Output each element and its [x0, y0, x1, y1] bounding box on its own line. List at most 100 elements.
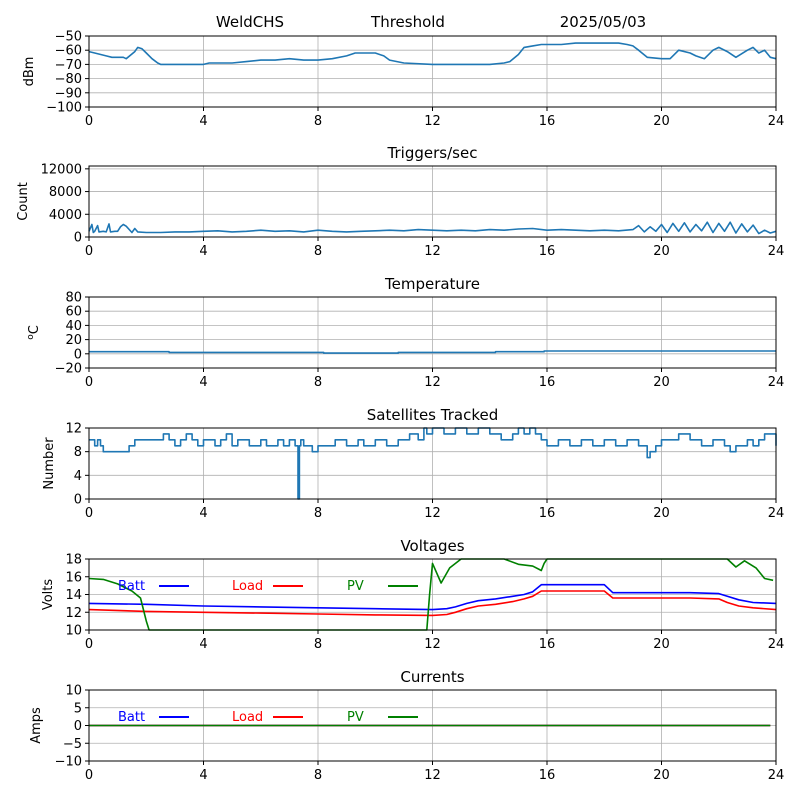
y-tick-label: −90 — [55, 86, 82, 101]
x-tick-label: 8 — [314, 506, 322, 521]
series-line — [89, 350, 776, 354]
y-tick-label: 5 — [74, 701, 82, 716]
panel-title: Satellites Tracked — [367, 406, 498, 424]
y-axis-label: Count — [16, 182, 31, 221]
y-tick-label: 10 — [65, 624, 82, 639]
y-tick-label: −100 — [46, 101, 82, 116]
legend-label-load: Load — [232, 710, 263, 725]
x-tick-label: 12 — [424, 768, 441, 783]
legend-label-pv: PV — [347, 579, 364, 594]
y-tick-label: 8 — [74, 445, 82, 460]
x-tick-label: 24 — [768, 375, 785, 390]
header-station: WeldCHS — [216, 13, 284, 31]
figure-header: WeldCHS Threshold 2025/05/03 — [216, 13, 646, 31]
gridlines — [88, 296, 777, 369]
x-tick-label: 0 — [85, 768, 93, 783]
series-line-load — [88, 590, 777, 617]
y-axis-label-unit: C — [27, 325, 42, 334]
y-tick-label: −50 — [55, 30, 82, 45]
series-line — [88, 42, 777, 66]
x-tick-label: 12 — [424, 506, 441, 521]
x-tick-label: 20 — [653, 375, 670, 390]
y-tick-label: −70 — [55, 58, 82, 73]
y-tick-label: 14 — [65, 588, 82, 603]
x-tick-label: 4 — [199, 637, 207, 652]
x-tick-label: 4 — [199, 375, 207, 390]
gridlines — [88, 166, 777, 238]
y-tick-label: 0 — [74, 719, 82, 734]
x-tick-label: 8 — [314, 375, 322, 390]
x-tick-label: 0 — [85, 244, 93, 259]
x-tick-label: 12 — [424, 375, 441, 390]
legend-label-batt: Batt — [118, 710, 145, 725]
panel-0: 0 4 8 12 16 20 24 −50−60−70−80−90−100 dBm — [22, 30, 784, 130]
x-tick-label: 8 — [314, 244, 322, 259]
x-tick-label: 16 — [539, 506, 556, 521]
y-tick-label: 4000 — [49, 208, 82, 223]
y-tick-label: 0 — [74, 231, 82, 246]
header-date: 2025/05/03 — [560, 13, 646, 31]
x-tick-label: 12 — [424, 114, 441, 129]
legend-label-load: Load — [232, 579, 263, 594]
x-tick-label: 16 — [539, 114, 556, 129]
legend-label-pv: PV — [347, 710, 364, 725]
y-tick-label: 4 — [74, 469, 82, 484]
y-tick-label: −5 — [63, 737, 82, 752]
x-tick-label: 16 — [539, 375, 556, 390]
panel-5: Currents 0 4 8 12 16 20 24 −10 −5 0 5 10 Amps Batt Load… — [29, 668, 784, 783]
x-tick-label: 20 — [653, 244, 670, 259]
panel-title: Currents — [400, 668, 464, 686]
y-tick-label: 12 — [65, 606, 82, 621]
x-tick-label: 20 — [653, 506, 670, 521]
y-tick-label: 0 — [74, 347, 82, 362]
y-tick-label: 20 — [65, 333, 82, 348]
y-tick-label: 60 — [65, 305, 82, 320]
series-line — [88, 221, 777, 235]
x-tick-label: 16 — [539, 637, 556, 652]
x-tick-label: 24 — [768, 637, 785, 652]
series-line — [89, 427, 777, 500]
y-tick-label: 10 — [65, 684, 82, 699]
y-axis-label: oC — [26, 325, 42, 340]
x-tick-label: 8 — [314, 768, 322, 783]
x-tick-label: 4 — [199, 768, 207, 783]
panel-4: Voltages 0 4 8 12 16 20 24 10 12 14 16 18 Volts Batt Lo… — [41, 537, 784, 652]
legend: Batt Load PV — [118, 579, 418, 594]
legend-label-batt: Batt — [118, 579, 145, 594]
x-tick-label: 0 — [85, 506, 93, 521]
x-tick-label: 24 — [768, 114, 785, 129]
x-tick-label: 8 — [314, 114, 322, 129]
panel-1: Triggers/sec 0 4 8 12 16 20 24 0 4000 8000 12000 Cou… — [16, 144, 784, 259]
x-tick-label: 0 — [85, 637, 93, 652]
y-tick-label: −10 — [55, 755, 82, 770]
panel-title: Temperature — [384, 275, 480, 293]
y-tick-label: 40 — [65, 319, 82, 334]
x-tick-label: 24 — [768, 244, 785, 259]
panel-3: Satellites Tracked 0 4 8 12 16 20 24 0 4 8 12 Number — [42, 406, 784, 521]
y-axis-label: Number — [42, 437, 57, 490]
y-tick-label: 12 — [65, 422, 82, 437]
x-tick-label: 16 — [539, 768, 556, 783]
y-tick-label: 12000 — [41, 162, 82, 177]
x-tick-label: 24 — [768, 768, 785, 783]
y-tick-label: −60 — [55, 44, 82, 59]
x-tick-label: 20 — [653, 114, 670, 129]
y-axis-label: Volts — [41, 579, 56, 611]
panel-title: Triggers/sec — [387, 144, 478, 162]
y-axis-label-degree: o — [26, 334, 36, 340]
x-tick-label: 12 — [424, 637, 441, 652]
y-tick-label: 18 — [65, 553, 82, 568]
y-axis-label: Amps — [29, 707, 44, 744]
x-tick-label: 4 — [199, 244, 207, 259]
y-tick-label: −80 — [55, 72, 82, 87]
x-tick-label: 8 — [314, 637, 322, 652]
x-tick-label: 0 — [85, 114, 93, 129]
gridlines — [88, 35, 777, 108]
y-tick-label: 80 — [65, 291, 82, 306]
x-tick-label: 16 — [539, 244, 556, 259]
x-tick-label: 4 — [199, 506, 207, 521]
x-tick-label: 4 — [199, 114, 207, 129]
y-axis-label: dBm — [22, 57, 37, 87]
